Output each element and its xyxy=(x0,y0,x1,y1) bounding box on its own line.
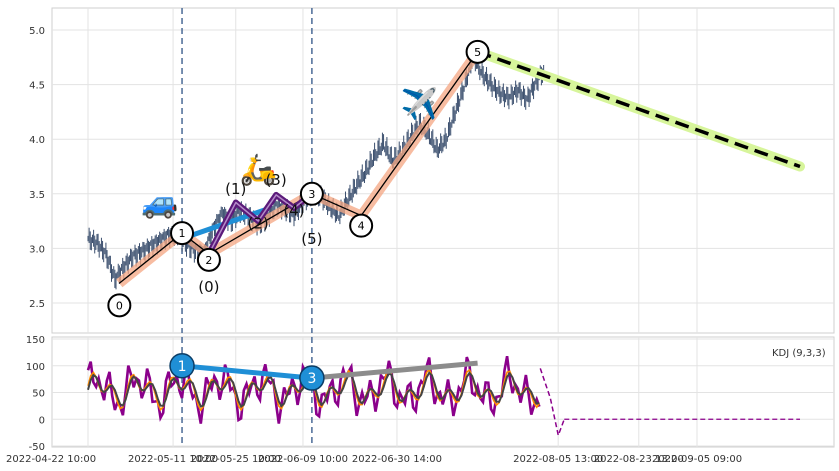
kdj-blue-connector xyxy=(181,363,313,381)
xtick-label: 2022-06-09 10:00 xyxy=(258,454,348,465)
kdj-tail xyxy=(539,368,565,438)
forecast-line xyxy=(477,50,801,169)
wave-emoji: ✈️ xyxy=(401,85,438,122)
kdj-ytick-label: 0 xyxy=(39,415,45,426)
kdj-ytick-label: -50 xyxy=(29,442,45,453)
xtick-label: 2022-09-05 09:00 xyxy=(652,454,742,465)
subwave-label: (1) xyxy=(225,180,246,198)
price-pane xyxy=(51,7,835,334)
xtick-label: 2022-06-30 14:00 xyxy=(352,454,442,465)
subwave-inner-line xyxy=(208,193,313,255)
kdj-marker-label: 1 xyxy=(178,359,187,375)
wave-point-label: 2 xyxy=(205,254,212,267)
wave-point-marker xyxy=(170,221,195,246)
price-ytick-label: 4.5 xyxy=(29,81,45,92)
wave-point-label: 5 xyxy=(474,46,481,59)
subwave-label: (2) xyxy=(248,215,269,233)
price-ytick-label: 2.5 xyxy=(29,299,45,310)
subwave-label: (5) xyxy=(301,230,322,248)
price-ytick-label: 4.0 xyxy=(29,135,45,146)
price-ytick-label: 3.5 xyxy=(29,190,45,201)
xtick-label: 2022-05-11 10:00 xyxy=(128,454,218,465)
kdj-ytick-label: 100 xyxy=(26,362,45,373)
wave-point-marker xyxy=(107,293,132,318)
xtick-label: 2022-05-25 10:00 xyxy=(191,454,281,465)
wave-point-label: 1 xyxy=(179,227,186,240)
wave-point-marker xyxy=(465,39,490,64)
subwave-label: (3) xyxy=(265,171,286,189)
subwave-label: (4) xyxy=(283,202,304,220)
price-ytick-label: 3.0 xyxy=(29,244,45,255)
wave-emoji: 🛵 xyxy=(239,153,276,188)
kdj-marker xyxy=(299,365,325,391)
xtick-label: 2022-04-22 10:00 xyxy=(6,454,96,465)
wave-emoji: 🚙 xyxy=(141,185,178,220)
wave-point-label: 0 xyxy=(116,299,123,312)
wave-point-marker xyxy=(196,247,221,272)
wave-labels: 🚙 🛵 ✈️ 0 1 2 3 4 5 (0) (1)(2) (3) (4) (5) xyxy=(107,39,490,318)
axis-ticks: 2.53.03.54.04.55.0150100500-502022-04-22… xyxy=(6,26,742,465)
wave-point-label: 3 xyxy=(308,188,315,201)
price-ytick-label: 5.0 xyxy=(29,26,45,37)
wave-point-marker xyxy=(349,213,374,238)
xtick-label: 2022-08-23 13:00 xyxy=(594,454,684,465)
xtick-label: 2022-08-05 13:00 xyxy=(513,454,603,465)
subwave-label: (0) xyxy=(198,278,219,296)
kdj-marker-label: 3 xyxy=(307,371,316,387)
kdj-ytick-label: 50 xyxy=(32,389,45,400)
kdj-ytick-label: 150 xyxy=(26,335,45,346)
kdj-lines: 13 xyxy=(86,353,800,438)
wave-point-label: 4 xyxy=(358,220,365,233)
wave-overlay xyxy=(116,46,805,288)
wave-point-marker xyxy=(299,181,324,206)
kdj-marker xyxy=(169,353,195,379)
wave-line xyxy=(118,51,479,284)
kdj-gray-connector xyxy=(311,360,478,381)
kdj-indicator-label: KDJ (9,3,3) xyxy=(772,348,826,359)
